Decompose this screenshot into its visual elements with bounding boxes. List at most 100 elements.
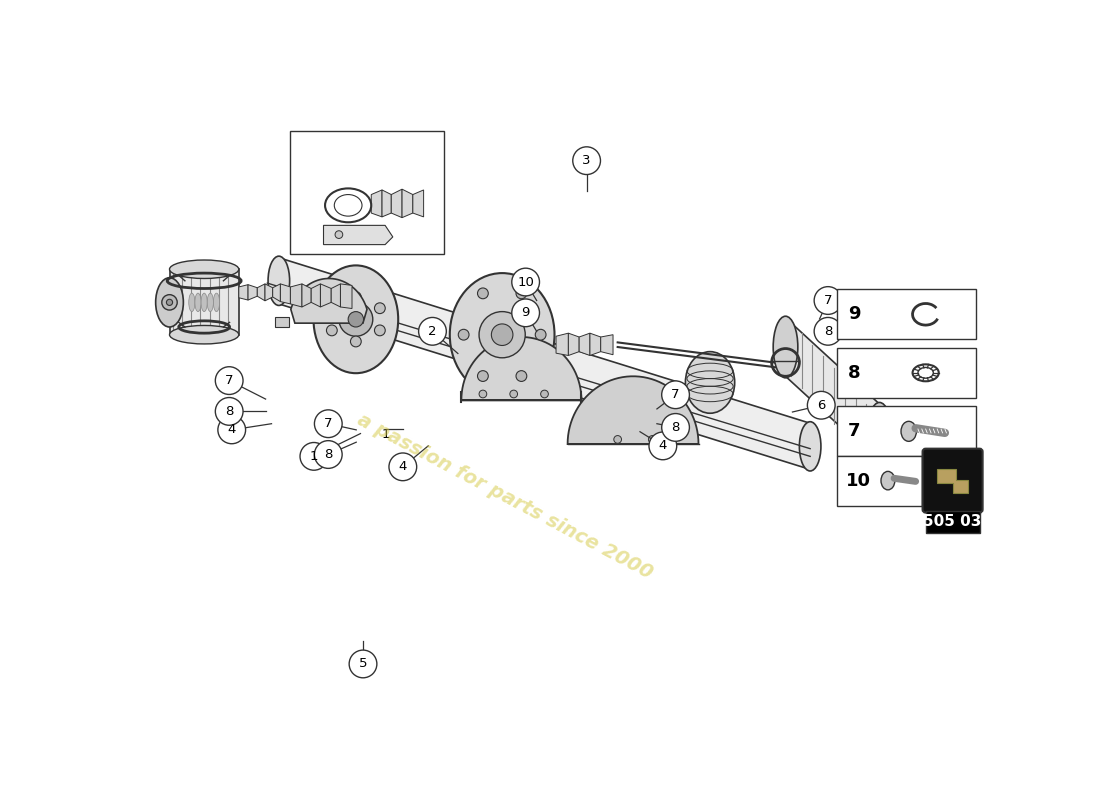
Circle shape xyxy=(807,391,835,419)
Polygon shape xyxy=(937,469,968,494)
Bar xyxy=(926,511,979,533)
Text: 4: 4 xyxy=(659,439,667,452)
Circle shape xyxy=(614,435,622,443)
Circle shape xyxy=(216,398,243,426)
Polygon shape xyxy=(590,333,601,355)
Polygon shape xyxy=(556,333,569,355)
Polygon shape xyxy=(403,189,412,218)
Ellipse shape xyxy=(213,293,220,312)
Circle shape xyxy=(315,410,342,438)
Circle shape xyxy=(480,311,526,358)
Text: 8: 8 xyxy=(671,421,680,434)
Polygon shape xyxy=(323,226,393,245)
Ellipse shape xyxy=(685,352,735,414)
Circle shape xyxy=(459,330,469,340)
Polygon shape xyxy=(568,376,698,444)
Ellipse shape xyxy=(450,273,554,396)
Text: 5: 5 xyxy=(359,658,367,670)
Text: 5: 5 xyxy=(359,657,367,671)
Circle shape xyxy=(374,325,385,336)
Text: 9: 9 xyxy=(521,306,530,319)
Ellipse shape xyxy=(207,293,213,312)
Circle shape xyxy=(351,336,361,347)
Circle shape xyxy=(477,370,488,382)
Text: 1: 1 xyxy=(382,428,390,442)
Polygon shape xyxy=(239,285,249,300)
Circle shape xyxy=(336,230,343,238)
Text: 8: 8 xyxy=(226,405,233,418)
Circle shape xyxy=(419,318,447,345)
Circle shape xyxy=(492,324,513,346)
Polygon shape xyxy=(580,333,590,355)
Circle shape xyxy=(649,435,656,443)
Ellipse shape xyxy=(773,316,798,378)
Circle shape xyxy=(339,302,373,336)
Circle shape xyxy=(814,318,842,345)
Circle shape xyxy=(162,294,177,310)
Text: 7: 7 xyxy=(824,294,833,307)
Polygon shape xyxy=(257,284,265,301)
Circle shape xyxy=(351,292,361,302)
Circle shape xyxy=(662,414,690,442)
Circle shape xyxy=(348,311,363,327)
Circle shape xyxy=(166,299,173,306)
Text: a passion for parts since 2000: a passion for parts since 2000 xyxy=(353,410,656,582)
Polygon shape xyxy=(331,284,341,307)
Polygon shape xyxy=(412,190,424,217)
Polygon shape xyxy=(461,337,582,400)
Text: 8: 8 xyxy=(848,364,860,382)
Bar xyxy=(290,130,444,254)
Ellipse shape xyxy=(201,293,207,312)
Ellipse shape xyxy=(314,266,398,373)
Text: 505 03: 505 03 xyxy=(923,514,982,530)
Text: 1: 1 xyxy=(309,450,318,463)
Polygon shape xyxy=(311,284,320,307)
Circle shape xyxy=(536,330,546,340)
Circle shape xyxy=(327,303,338,314)
Circle shape xyxy=(389,453,417,481)
Circle shape xyxy=(516,370,527,382)
Circle shape xyxy=(218,416,245,444)
Text: 10: 10 xyxy=(517,275,535,289)
Text: 7: 7 xyxy=(224,374,233,387)
Ellipse shape xyxy=(800,422,821,471)
Polygon shape xyxy=(280,284,290,304)
Circle shape xyxy=(315,441,342,468)
Circle shape xyxy=(541,390,548,398)
Ellipse shape xyxy=(268,256,289,306)
Circle shape xyxy=(512,268,539,296)
Circle shape xyxy=(477,288,488,298)
Bar xyxy=(837,455,922,506)
Text: 8: 8 xyxy=(824,325,833,338)
Bar xyxy=(837,348,976,398)
Polygon shape xyxy=(273,284,280,302)
Polygon shape xyxy=(392,189,403,218)
Ellipse shape xyxy=(169,326,239,344)
Polygon shape xyxy=(341,284,352,309)
Bar xyxy=(837,290,976,339)
Polygon shape xyxy=(382,190,392,217)
Text: 7: 7 xyxy=(848,422,860,440)
Text: 6: 6 xyxy=(817,398,825,412)
Text: 2: 2 xyxy=(428,325,437,338)
Text: 9: 9 xyxy=(848,306,860,323)
Circle shape xyxy=(349,650,377,678)
Ellipse shape xyxy=(881,471,895,490)
Ellipse shape xyxy=(189,293,195,312)
Polygon shape xyxy=(301,284,311,307)
Circle shape xyxy=(512,299,539,326)
Text: 10: 10 xyxy=(846,472,871,490)
Circle shape xyxy=(649,432,676,460)
Text: 4: 4 xyxy=(228,423,235,436)
Circle shape xyxy=(300,442,328,470)
Polygon shape xyxy=(320,284,331,307)
Circle shape xyxy=(516,288,527,298)
Ellipse shape xyxy=(901,422,916,442)
Circle shape xyxy=(374,303,385,314)
Polygon shape xyxy=(785,318,880,462)
Text: 7: 7 xyxy=(324,418,332,430)
Text: 7: 7 xyxy=(671,388,680,402)
Ellipse shape xyxy=(169,260,239,278)
Text: 4: 4 xyxy=(398,460,407,474)
Text: 3: 3 xyxy=(582,154,591,167)
